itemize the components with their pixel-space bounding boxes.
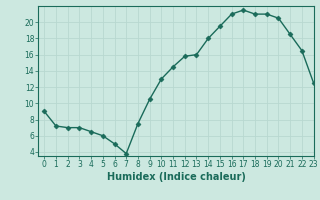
X-axis label: Humidex (Indice chaleur): Humidex (Indice chaleur) bbox=[107, 172, 245, 182]
